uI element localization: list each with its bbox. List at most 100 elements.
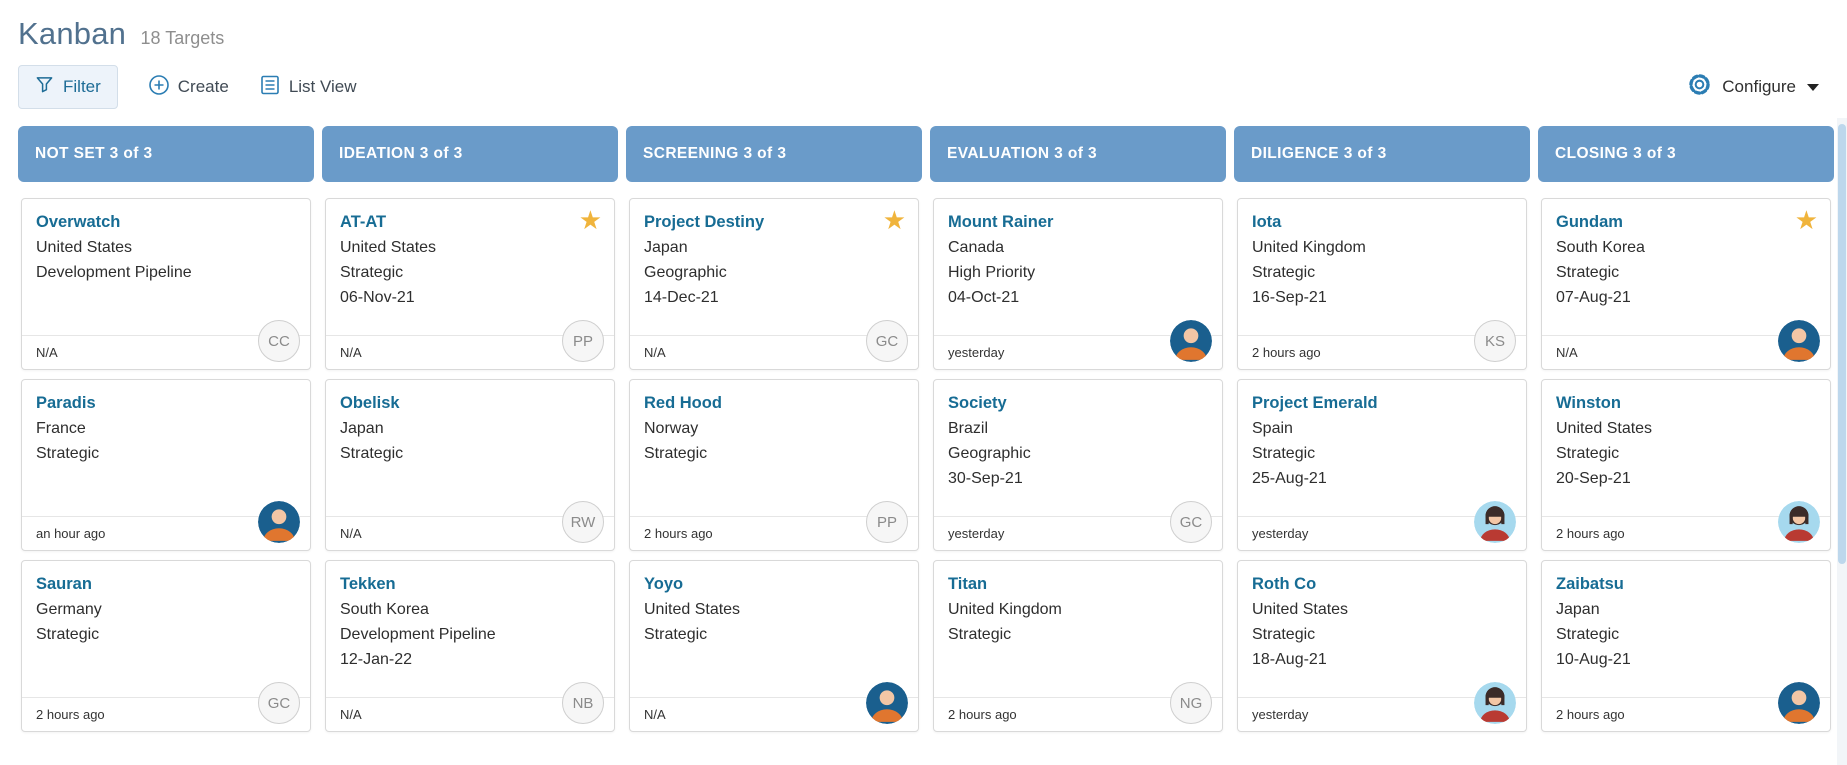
avatar[interactable]	[866, 682, 908, 724]
card-title-link[interactable]: Iota	[1252, 213, 1282, 231]
avatar[interactable]	[1474, 682, 1516, 724]
card-footer: N/A	[22, 335, 310, 369]
kanban-card[interactable]: Zaibatsu Japan Strategic 10-Aug-21 2 hours a…	[1541, 560, 1831, 732]
kanban-card[interactable]: Titan United Kingdom Strategic 2 hours ago N…	[933, 560, 1223, 732]
card-title-link[interactable]: Yoyo	[644, 575, 684, 593]
card-date: 12-Jan-22	[340, 651, 413, 668]
scrollbar-thumb[interactable]	[1838, 124, 1846, 564]
card-title-link[interactable]: Paradis	[36, 394, 96, 412]
list-view-button[interactable]: List View	[259, 74, 357, 101]
favorite-star-icon[interactable]: ★	[882, 205, 906, 235]
avatar-initials[interactable]: GC	[1170, 501, 1212, 543]
card-footer: N/A	[630, 335, 918, 369]
avatar[interactable]	[258, 501, 300, 543]
card-country: United States	[644, 601, 741, 618]
card-date: 30-Sep-21	[948, 470, 1023, 487]
avatar-initials[interactable]: GC	[258, 682, 300, 724]
kanban-column: NOT SET 3 of 3 Overwatch United States Deve…	[18, 126, 314, 732]
avatar-initials[interactable]: RW	[562, 501, 604, 543]
avatar-initials[interactable]: KS	[1474, 320, 1516, 362]
kanban-card[interactable]: Sauran Germany Strategic 2 hours ago GC	[21, 560, 311, 732]
avatar-initials[interactable]: NG	[1170, 682, 1212, 724]
avatar[interactable]	[1778, 682, 1820, 724]
kanban-column: EVALUATION 3 of 3 Mount Rainer Canada High …	[930, 126, 1226, 732]
kanban-card[interactable]: Mount Rainer Canada High Priority 04-Oct-21…	[933, 198, 1223, 370]
card-footer: yesterday	[1238, 516, 1526, 550]
avatar-initials[interactable]: PP	[866, 501, 908, 543]
column-header[interactable]: SCREENING 3 of 3	[626, 126, 922, 182]
list-view-icon	[259, 74, 281, 101]
card-title-link[interactable]: Society	[948, 394, 1007, 412]
card-country: Spain	[1252, 420, 1293, 437]
card-list: Mount Rainer Canada High Priority 04-Oct-21…	[930, 198, 1226, 732]
card-timestamp: 2 hours ago	[1556, 526, 1625, 541]
card-title-link[interactable]: Titan	[948, 575, 988, 593]
gear-icon	[1686, 71, 1713, 103]
filter-button[interactable]: Filter	[18, 65, 118, 109]
card-footer: 2 hours ago	[1542, 516, 1830, 550]
kanban-card[interactable]: Tekken South Korea Development Pipeline 12-…	[325, 560, 615, 732]
kanban-card[interactable]: Gundam ★ South Korea Strategic 07-Aug-21 N/A	[1541, 198, 1831, 370]
card-title-link[interactable]: Project Destiny	[644, 213, 765, 231]
kanban-card[interactable]: Project Destiny ★ Japan Geographic 14-Dec-21…	[629, 198, 919, 370]
card-title-link[interactable]: Zaibatsu	[1556, 575, 1624, 593]
create-button[interactable]: Create	[148, 74, 229, 101]
card-category: Strategic	[1252, 445, 1316, 462]
card-title-link[interactable]: AT-AT	[340, 213, 387, 231]
card-timestamp: N/A	[340, 526, 362, 541]
card-title-link[interactable]: Mount Rainer	[948, 213, 1054, 231]
kanban-card[interactable]: AT-AT ★ United States Strategic 06-Nov-21 N/A…	[325, 198, 615, 370]
column-header[interactable]: NOT SET 3 of 3	[18, 126, 314, 182]
kanban-card[interactable]: Obelisk Japan Strategic N/A RW	[325, 379, 615, 551]
kanban-card[interactable]: Yoyo United States Strategic N/A	[629, 560, 919, 732]
avatar[interactable]	[1778, 501, 1820, 543]
kanban-card[interactable]: Project Emerald Spain Strategic 25-Aug-21 ye…	[1237, 379, 1527, 551]
kanban-card[interactable]: Red Hood Norway Strategic 2 hours ago PP	[629, 379, 919, 551]
configure-dropdown[interactable]: Configure	[1686, 71, 1819, 103]
avatar-initials[interactable]: GC	[866, 320, 908, 362]
card-title-link[interactable]: Winston	[1556, 394, 1621, 412]
kanban-card[interactable]: Overwatch United States Development Pipeli…	[21, 198, 311, 370]
column-header[interactable]: EVALUATION 3 of 3	[930, 126, 1226, 182]
card-title-link[interactable]: Project Emerald	[1252, 394, 1378, 412]
column-header[interactable]: DILIGENCE 3 of 3	[1234, 126, 1530, 182]
card-category: Strategic	[1556, 626, 1620, 643]
kanban-card[interactable]: Roth Co United States Strategic 18-Aug-21 ye…	[1237, 560, 1527, 732]
card-title-link[interactable]: Gundam	[1556, 213, 1623, 231]
avatar[interactable]	[1778, 320, 1820, 362]
card-list: AT-AT ★ United States Strategic 06-Nov-21 N/A…	[322, 198, 618, 732]
kanban-card[interactable]: Paradis France Strategic an hour ago	[21, 379, 311, 551]
kanban-card[interactable]: Winston United States Strategic 20-Sep-21 2 …	[1541, 379, 1831, 551]
card-date: 06-Nov-21	[340, 289, 415, 306]
card-title-link[interactable]: Obelisk	[340, 394, 400, 412]
kanban-card[interactable]: Society Brazil Geographic 30-Sep-21 yesterda…	[933, 379, 1223, 551]
card-footer: N/A	[1542, 335, 1830, 369]
kanban-card[interactable]: Iota United Kingdom Strategic 16-Sep-21 2 ho…	[1237, 198, 1527, 370]
favorite-star-icon[interactable]: ★	[1794, 205, 1818, 235]
column-header[interactable]: CLOSING 3 of 3	[1538, 126, 1834, 182]
avatar-initials[interactable]: PP	[562, 320, 604, 362]
card-date: 14-Dec-21	[644, 289, 719, 306]
avatar[interactable]	[1170, 320, 1212, 362]
avatar-initials[interactable]: NB	[562, 682, 604, 724]
card-category: High Priority	[948, 264, 1036, 281]
card-title-link[interactable]: Sauran	[36, 575, 92, 593]
card-category: Strategic	[644, 445, 708, 462]
favorite-star-icon[interactable]: ★	[578, 205, 602, 235]
kanban-board: NOT SET 3 of 3 Overwatch United States Deve…	[0, 126, 1847, 732]
card-timestamp: 2 hours ago	[644, 526, 713, 541]
card-category: Strategic	[644, 626, 708, 643]
card-title-link[interactable]: Tekken	[340, 575, 396, 593]
plus-circle-icon	[148, 74, 170, 101]
card-title-link[interactable]: Overwatch	[36, 213, 121, 231]
card-title-link[interactable]: Red Hood	[644, 394, 722, 412]
avatar[interactable]	[1474, 501, 1516, 543]
avatar-initials[interactable]: CC	[258, 320, 300, 362]
card-category: Strategic	[1556, 445, 1620, 462]
card-timestamp: 2 hours ago	[1252, 345, 1321, 360]
vertical-scrollbar[interactable]	[1837, 118, 1847, 765]
create-label: Create	[177, 77, 229, 96]
column-header[interactable]: IDEATION 3 of 3	[322, 126, 618, 182]
card-title-link[interactable]: Roth Co	[1252, 575, 1317, 593]
card-country: Japan	[644, 239, 688, 256]
